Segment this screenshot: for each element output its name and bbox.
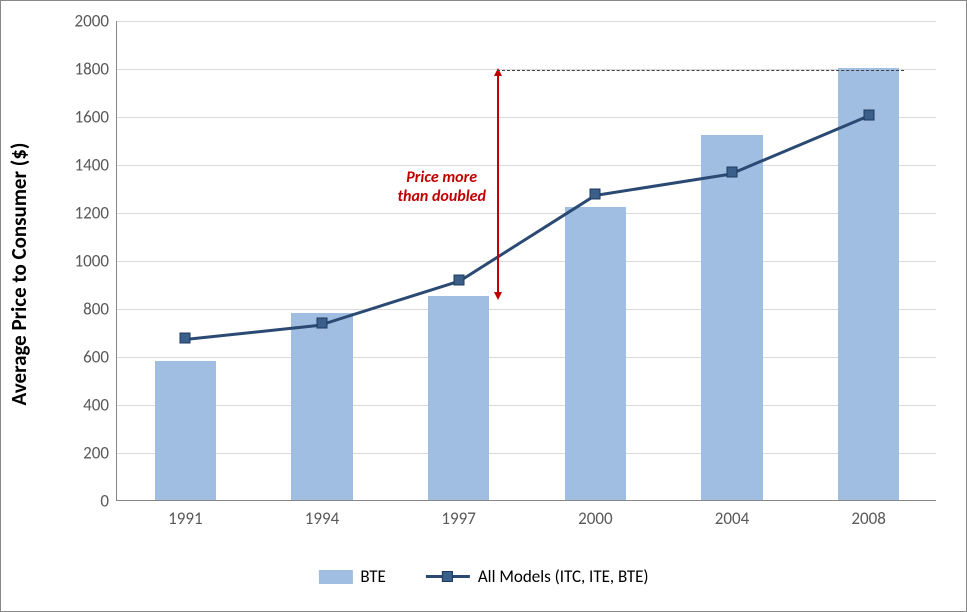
legend-item-line: All Models (ITC, ITE, BTE) <box>426 566 649 587</box>
gridline <box>117 117 936 118</box>
line-marker <box>590 188 601 199</box>
ytick-label: 400 <box>83 395 117 416</box>
gridline <box>117 357 936 358</box>
gridline <box>117 405 936 406</box>
ytick-label: 1600 <box>75 107 117 128</box>
y-axis-title: Average Price to Consumer ($) <box>6 34 32 514</box>
ytick-label: 0 <box>100 491 117 512</box>
ytick-label: 200 <box>83 443 117 464</box>
legend-item-bar: BTE <box>318 566 385 587</box>
xtick-label: 2004 <box>715 500 749 529</box>
bar <box>428 296 490 500</box>
gridline <box>117 261 936 262</box>
legend-swatch-bar <box>318 570 352 584</box>
line-marker <box>863 109 874 120</box>
bar <box>291 313 353 500</box>
legend-label-bar: BTE <box>360 566 385 587</box>
xtick-label: 1997 <box>441 500 475 529</box>
xtick-label: 1991 <box>168 500 202 529</box>
annotation-text: Price morethan doubled <box>397 168 485 206</box>
xtick-label: 1994 <box>305 500 339 529</box>
dashed-reference-line <box>497 70 904 71</box>
arrowhead-down <box>494 292 502 300</box>
line-marker <box>727 167 738 178</box>
line-marker <box>180 332 191 343</box>
line-marker <box>453 275 464 286</box>
legend: BTE All Models (ITC, ITE, BTE) <box>318 566 648 587</box>
chart-container: 0 200 400 600 800 1000 1200 1400 1600 1800 2000 199… <box>0 0 967 612</box>
bar <box>155 361 217 500</box>
ytick-label: 1800 <box>75 59 117 80</box>
annotation-arrow <box>497 71 499 295</box>
gridline <box>117 21 936 22</box>
plot-area: 0200400600800100012001400160018002000199… <box>116 21 936 501</box>
bar <box>565 207 627 500</box>
gridline <box>117 213 936 214</box>
gridline <box>117 309 936 310</box>
line-marker <box>317 318 328 329</box>
ytick-label: 2000 <box>75 11 117 32</box>
legend-swatch-line <box>426 570 470 584</box>
ytick-label: 800 <box>83 299 117 320</box>
xtick-label: 2000 <box>578 500 612 529</box>
ytick-label: 1200 <box>75 203 117 224</box>
ytick-label: 600 <box>83 347 117 368</box>
ytick-label: 1000 <box>75 251 117 272</box>
bar <box>838 68 900 500</box>
legend-label-line: All Models (ITC, ITE, BTE) <box>478 566 649 587</box>
bar <box>701 135 763 500</box>
ytick-label: 1400 <box>75 155 117 176</box>
gridline <box>117 453 936 454</box>
gridline <box>117 165 936 166</box>
xtick-label: 2008 <box>851 500 885 529</box>
